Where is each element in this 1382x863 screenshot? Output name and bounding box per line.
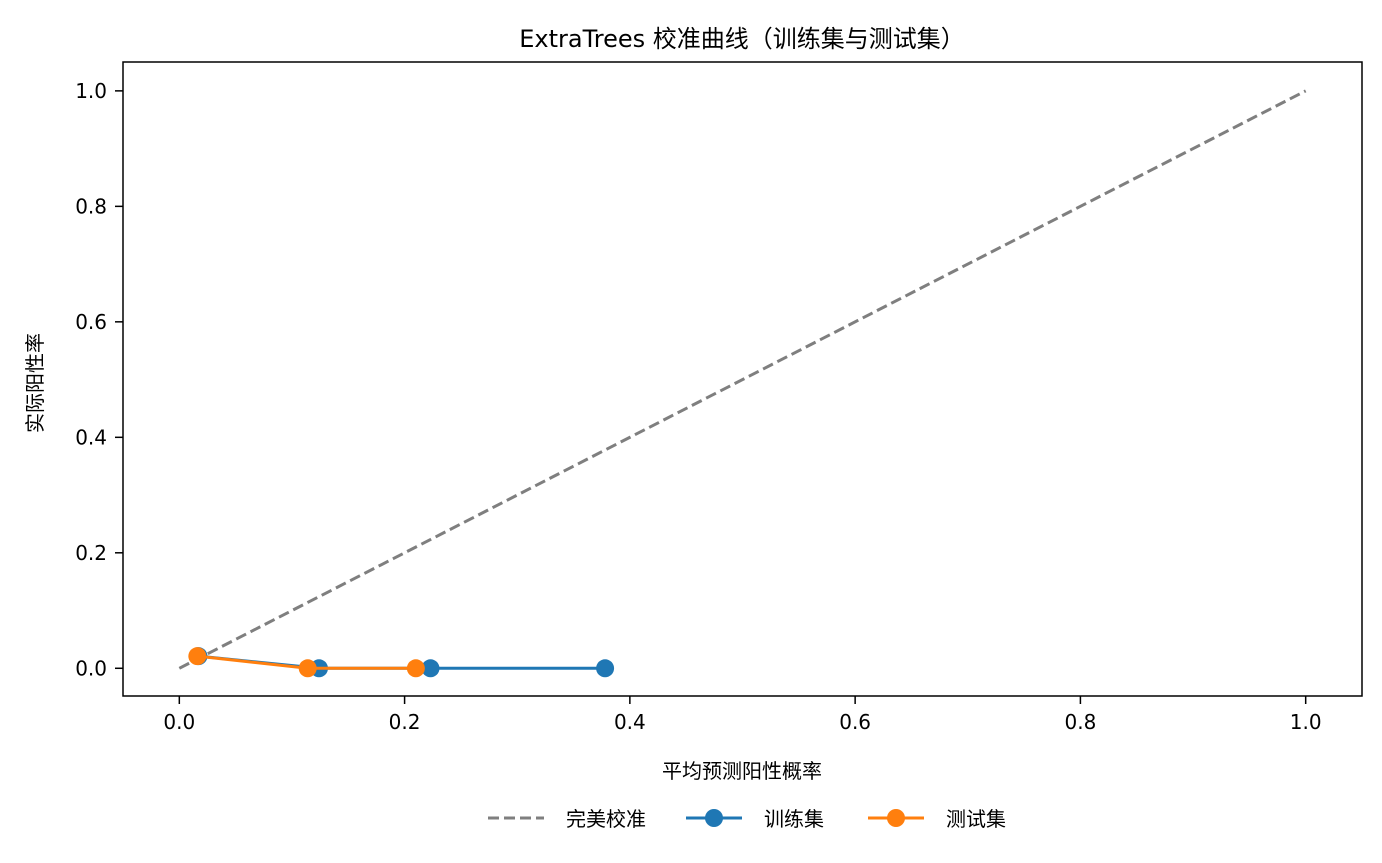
legend-entry: 训练集 <box>686 807 824 831</box>
data-point <box>406 659 425 678</box>
data-point <box>298 659 317 678</box>
series-line <box>178 89 1307 670</box>
data-point <box>421 659 440 678</box>
data-point <box>596 659 615 678</box>
x-axis-label: 平均预测阳性概率 <box>662 759 822 783</box>
y-tick-label: 1.0 <box>75 79 107 103</box>
legend-label: 训练集 <box>764 807 824 831</box>
series-layer <box>178 89 1307 678</box>
legend-label: 完美校准 <box>566 807 646 831</box>
y-tick-label: 0.0 <box>75 656 107 680</box>
y-tick-label: 0.4 <box>75 425 107 449</box>
series-1 <box>178 89 1307 670</box>
legend-label: 测试集 <box>946 807 1006 831</box>
x-tick-label: 0.2 <box>389 710 421 734</box>
x-tick-label: 1.0 <box>1290 710 1322 734</box>
legend: 完美校准 训练集 测试集 <box>488 807 1006 831</box>
y-tick-label: 0.2 <box>75 541 107 565</box>
plot-area <box>122 61 1363 697</box>
series-3 <box>188 647 425 678</box>
x-tick-label: 0.8 <box>1065 710 1097 734</box>
x-tick-label: 0.4 <box>614 710 646 734</box>
data-point <box>188 647 207 666</box>
plot-frame <box>122 61 1363 697</box>
x-axis: 0.0 0.2 0.4 0.6 0.8 1.0 <box>163 696 1322 734</box>
y-tick-label: 0.8 <box>75 194 107 218</box>
y-tick-label: 0.6 <box>75 310 107 334</box>
x-tick-label: 0.6 <box>839 710 871 734</box>
x-tick-label: 0.0 <box>163 710 195 734</box>
legend-marker <box>705 809 723 827</box>
y-axis: 0.0 0.2 0.4 0.6 0.8 1.0 <box>75 79 123 680</box>
legend-entry: 测试集 <box>868 807 1006 831</box>
y-axis-label: 实际阳性率 <box>23 333 47 433</box>
legend-marker <box>887 809 905 827</box>
chart-title: ExtraTrees 校准曲线（训练集与测试集） <box>519 25 965 53</box>
legend-entry: 完美校准 <box>488 807 646 831</box>
